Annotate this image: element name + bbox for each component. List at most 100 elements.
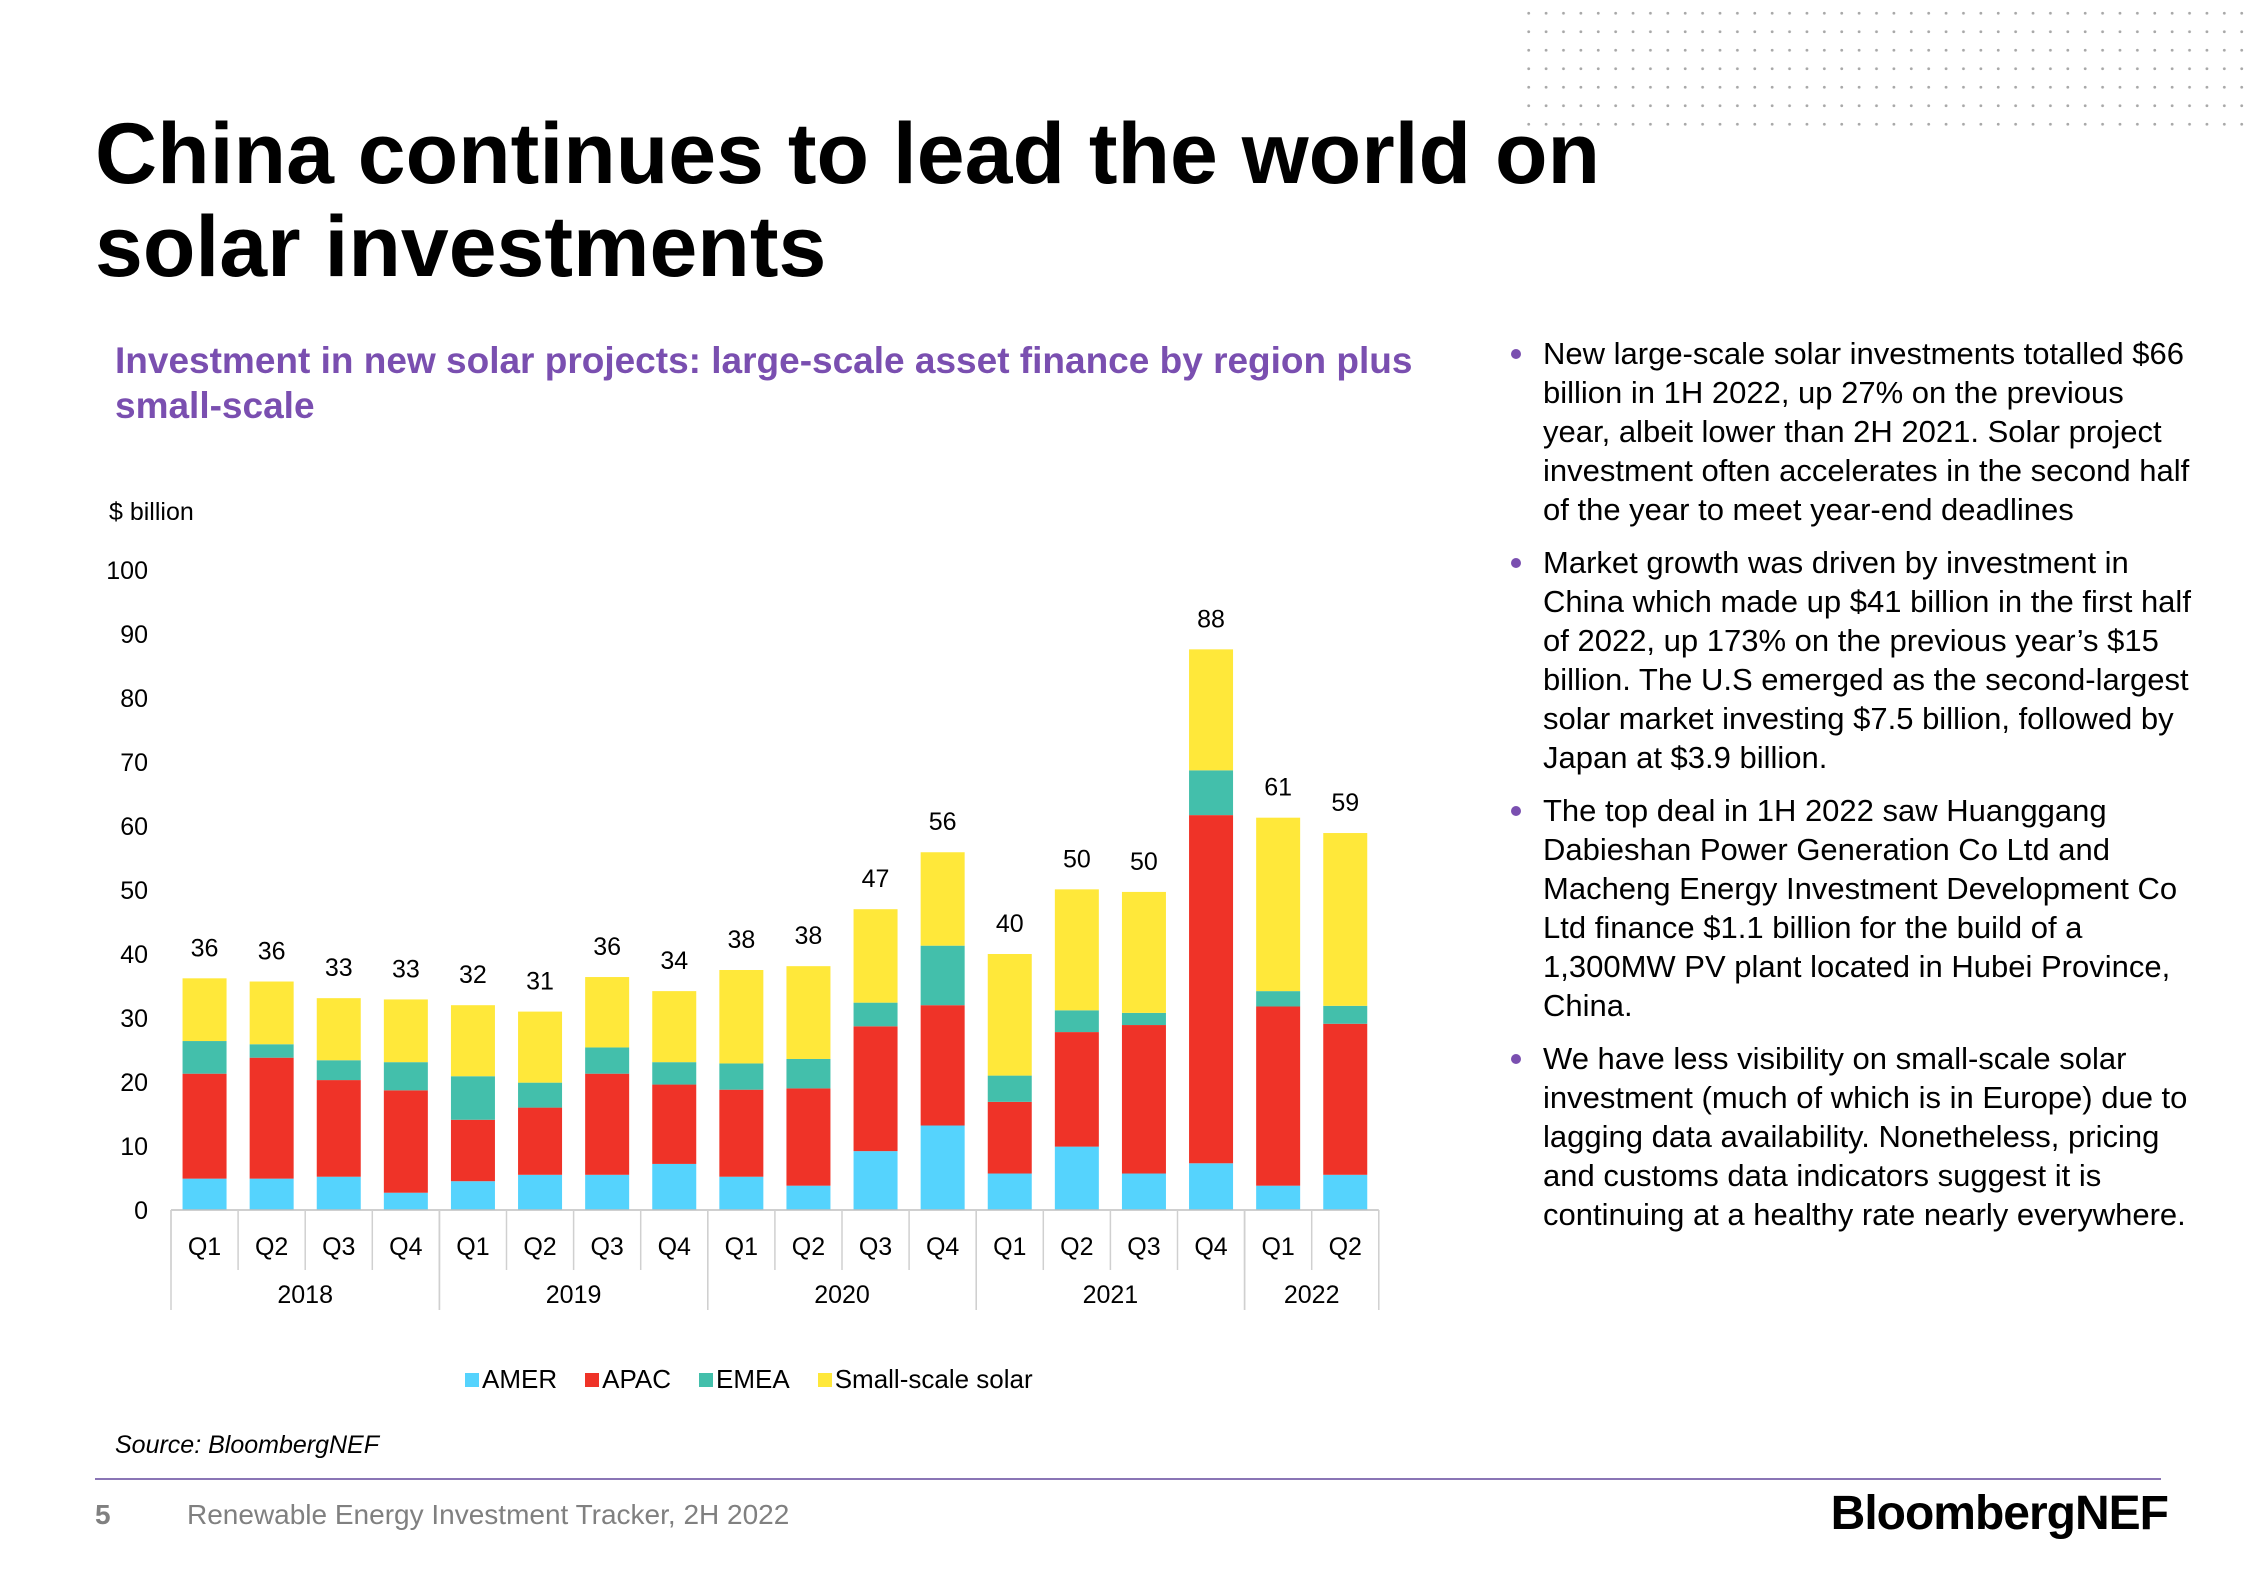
bar-segment-amer bbox=[786, 1185, 831, 1210]
data-label: 88 bbox=[1197, 605, 1225, 633]
data-label: 40 bbox=[996, 910, 1024, 938]
bar-segment-emea bbox=[719, 1063, 764, 1090]
x-tick-label: Q2 bbox=[1329, 1233, 1362, 1261]
y-tick-label: 30 bbox=[120, 1005, 148, 1033]
bar-segment-emea bbox=[585, 1047, 630, 1074]
bar-segment-apac bbox=[719, 1089, 764, 1177]
bar-segment-small-scale-solar bbox=[719, 970, 764, 1064]
bar-segment-small-scale-solar bbox=[920, 852, 965, 946]
legend-swatch-small-scale bbox=[817, 1372, 832, 1387]
bullet-item: New large-scale solar investments totall… bbox=[1511, 334, 2191, 529]
bar-segment-apac bbox=[1121, 1025, 1166, 1174]
bar-segment-amer bbox=[652, 1163, 697, 1210]
bar-segment-apac bbox=[987, 1101, 1032, 1174]
bullet-item: We have less visibility on small-scale s… bbox=[1511, 1039, 2191, 1234]
bar-segment-amer bbox=[1323, 1174, 1368, 1210]
bloombergnef-logo: BloombergNEF bbox=[1830, 1487, 2169, 1540]
legend-item-apac: APAC bbox=[585, 1364, 671, 1395]
y-tick-label: 20 bbox=[120, 1069, 148, 1097]
bar-segment-apac bbox=[1189, 815, 1234, 1164]
y-tick-label: 0 bbox=[134, 1197, 148, 1225]
x-tick-label: Q4 bbox=[389, 1233, 422, 1261]
bar-segment-emea bbox=[383, 1062, 428, 1091]
bar-segment-small-scale-solar bbox=[249, 981, 294, 1045]
bar-segment-amer bbox=[182, 1178, 227, 1210]
bar-segment-small-scale-solar bbox=[585, 977, 630, 1048]
legend-swatch-emea bbox=[699, 1372, 713, 1387]
bullet-list: New large-scale solar investments totall… bbox=[1511, 334, 2191, 1248]
x-tick-label: Q1 bbox=[993, 1233, 1026, 1261]
bar-segment-apac bbox=[853, 1026, 898, 1152]
data-label: 59 bbox=[1331, 789, 1359, 817]
x-tick-label: Q4 bbox=[926, 1233, 959, 1261]
page-number: 5 bbox=[95, 1499, 111, 1530]
bullet-item: Market growth was driven by investment i… bbox=[1511, 543, 2191, 777]
data-label: 61 bbox=[1264, 774, 1292, 802]
bar-segment-emea bbox=[1189, 770, 1234, 816]
bar-segment-emea bbox=[518, 1082, 563, 1108]
bar-segment-small-scale-solar bbox=[652, 991, 697, 1063]
bar-segment-small-scale-solar bbox=[316, 998, 361, 1061]
bar-segment-amer bbox=[853, 1151, 898, 1210]
bar-segment-small-scale-solar bbox=[1121, 891, 1166, 1013]
year-label: 2021 bbox=[1083, 1281, 1139, 1309]
data-label: 36 bbox=[258, 938, 286, 966]
bar-segment-emea bbox=[450, 1076, 495, 1120]
x-tick-label: Q2 bbox=[523, 1233, 556, 1261]
bar-segment-small-scale-solar bbox=[450, 1005, 495, 1077]
legend-swatch-apac bbox=[585, 1372, 600, 1387]
bar-segment-amer bbox=[450, 1181, 495, 1210]
bar-segment-apac bbox=[249, 1057, 294, 1179]
x-tick-label: Q1 bbox=[1261, 1233, 1294, 1261]
bar-segment-apac bbox=[585, 1073, 630, 1175]
bar-segment-emea bbox=[652, 1062, 697, 1085]
data-label: 36 bbox=[191, 934, 219, 962]
bullet-icon bbox=[1511, 806, 1521, 816]
bar-segment-small-scale-solar bbox=[1256, 817, 1301, 992]
data-label: 36 bbox=[593, 933, 621, 961]
y-tick-label: 10 bbox=[120, 1133, 148, 1161]
x-tick-label: Q3 bbox=[322, 1233, 355, 1261]
data-label: 32 bbox=[459, 961, 487, 989]
bullet-text: We have less visibility on small-scale s… bbox=[1543, 1041, 2188, 1232]
bar-segment-amer bbox=[383, 1192, 428, 1210]
bar-segment-amer bbox=[316, 1176, 361, 1210]
bar-segment-amer bbox=[1121, 1173, 1166, 1210]
x-tick-label: Q3 bbox=[590, 1233, 623, 1261]
year-label: 2022 bbox=[1284, 1281, 1340, 1309]
bar-segment-small-scale-solar bbox=[518, 1011, 563, 1083]
x-tick-label: Q2 bbox=[1060, 1233, 1093, 1261]
bullet-icon bbox=[1511, 558, 1521, 568]
year-label: 2018 bbox=[277, 1281, 333, 1309]
bar-segment-emea bbox=[1054, 1010, 1099, 1033]
bar-segment-emea bbox=[987, 1075, 1032, 1102]
bar-segment-apac bbox=[1323, 1023, 1368, 1175]
x-tick-label: Q1 bbox=[456, 1233, 489, 1261]
data-label: 33 bbox=[392, 955, 420, 983]
bar-segment-small-scale-solar bbox=[853, 909, 898, 1003]
year-label: 2019 bbox=[546, 1281, 602, 1309]
bar-segment-emea bbox=[1323, 1005, 1368, 1024]
bullet-icon bbox=[1511, 349, 1521, 359]
x-tick-label: Q3 bbox=[1127, 1233, 1160, 1261]
bar-segment-small-scale-solar bbox=[182, 978, 227, 1042]
chart-subtitle: Investment in new solar projects: large-… bbox=[115, 340, 1413, 426]
bar-segment-small-scale-solar bbox=[1054, 889, 1099, 1011]
bar-segment-apac bbox=[316, 1080, 361, 1177]
page-title: China continues to lead the world on sol… bbox=[95, 106, 1601, 295]
bar-segment-amer bbox=[518, 1174, 563, 1210]
bar-segment-amer bbox=[987, 1173, 1032, 1210]
bar-segment-amer bbox=[719, 1176, 764, 1210]
bar-segment-emea bbox=[786, 1058, 831, 1089]
legend-label: AMER bbox=[482, 1364, 558, 1394]
bar-segment-small-scale-solar bbox=[1323, 833, 1368, 1006]
y-tick-label: 60 bbox=[120, 813, 148, 841]
footer-divider bbox=[95, 1478, 2161, 1480]
legend-item-amer: AMER bbox=[465, 1364, 557, 1395]
bar-segment-emea bbox=[316, 1060, 361, 1081]
x-tick-label: Q2 bbox=[255, 1233, 288, 1261]
data-label: 34 bbox=[660, 947, 688, 975]
legend-label: EMEA bbox=[716, 1364, 790, 1394]
bar-segment-apac bbox=[182, 1073, 227, 1179]
bullet-icon bbox=[1511, 1054, 1521, 1064]
